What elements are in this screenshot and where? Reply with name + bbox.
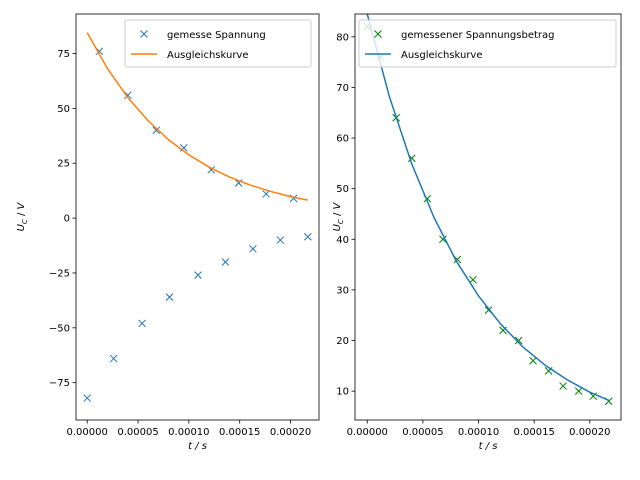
y-tick-label: 25 — [57, 159, 70, 170]
fit-curve-line — [86, 32, 308, 201]
y-axis-label: UC / V — [16, 201, 29, 231]
legend-entry-label: gemesse Spannung — [167, 30, 266, 41]
x-tick-label: 0.00010 — [458, 427, 499, 438]
y-tick-label: −75 — [49, 378, 70, 389]
x-axis-label: t / s — [188, 441, 207, 452]
data-point-marker — [194, 271, 202, 280]
y-tick-label: 75 — [57, 49, 70, 60]
data-point-marker — [262, 190, 270, 198]
data-point-marker — [439, 235, 447, 244]
y-tick-label: 50 — [57, 104, 70, 115]
data-point-marker — [276, 236, 285, 244]
data-point-marker — [249, 244, 257, 253]
x-tick-label: 0.00010 — [168, 427, 209, 438]
data-point-marker — [234, 179, 243, 187]
legend-entry-label: gemessener Spannungsbetrag — [401, 30, 555, 41]
y-tick-label: 20 — [336, 336, 349, 347]
plot-frame — [75, 13, 320, 421]
left-chart-panel: 0.00000 0.00005 0.00010 0.00015 0.00020 −75 −5… — [16, 13, 320, 452]
legend-box — [124, 19, 312, 68]
x-tick-label: 0.00005 — [117, 427, 158, 438]
legend-marker-handle — [140, 30, 148, 38]
data-point-marker — [303, 232, 312, 241]
legend: gemesse Spannung Ausgleichskurve — [124, 19, 312, 68]
data-point-marker — [514, 336, 523, 345]
right-chart-panel: 0.00000 0.00005 0.00010 0.00015 0.00020 10 20 3… — [332, 13, 622, 452]
y-tick-label: 0 — [64, 214, 70, 225]
series-fit-curve — [366, 13, 610, 401]
data-point-marker — [221, 258, 230, 266]
y-tick-label: −25 — [49, 268, 70, 279]
legend-marker-handle — [374, 30, 382, 38]
x-tick-label: 0.00000 — [347, 427, 388, 438]
x-tick-label: 0.00015 — [514, 427, 555, 438]
y-axis-label: UC / V — [332, 201, 345, 231]
data-point-marker — [83, 394, 92, 402]
fit-curve-line — [366, 13, 610, 401]
y-tick-label: 30 — [336, 285, 349, 296]
legend: gemessener Spannungsbetrag Ausgleichskurv… — [358, 19, 617, 68]
y-tick-label: −50 — [49, 323, 70, 334]
x-tick-label: 0.00000 — [67, 427, 108, 438]
legend-entry-label: Ausgleichskurve — [167, 50, 249, 61]
y-tick-label: 10 — [336, 387, 349, 398]
data-point-marker — [574, 387, 583, 395]
y-tick-label: 40 — [336, 235, 349, 246]
x-tick-label: 0.00020 — [270, 427, 311, 438]
series-measured-points — [363, 22, 613, 406]
series-fit-curve — [86, 32, 308, 201]
data-point-marker — [109, 354, 118, 363]
y-tick-label: 50 — [336, 184, 349, 195]
x-axis-label: t / s — [479, 441, 498, 452]
x-tick-label: 0.00005 — [402, 427, 443, 438]
plot-frame — [354, 13, 622, 421]
data-point-marker — [124, 91, 132, 100]
y-tick-label: 60 — [336, 134, 349, 145]
y-tick-label: 80 — [336, 32, 349, 43]
data-point-marker — [529, 356, 537, 365]
x-tick-label: 0.00015 — [219, 427, 260, 438]
data-point-marker — [152, 126, 161, 135]
series-measured-points — [83, 47, 312, 402]
y-tick-label: 70 — [336, 83, 349, 94]
legend-entry-label: Ausgleichskurve — [401, 50, 483, 61]
data-point-marker — [165, 293, 174, 301]
legend-box — [358, 19, 617, 68]
data-point-marker — [559, 382, 567, 390]
data-point-marker — [138, 319, 146, 328]
x-tick-label: 0.00020 — [569, 427, 610, 438]
data-point-marker — [469, 275, 477, 284]
